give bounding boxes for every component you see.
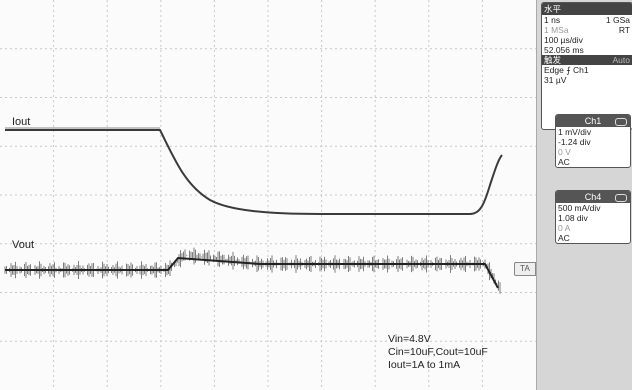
h-mode: RT [618, 25, 630, 35]
trigger-level: 31 µV [544, 75, 567, 85]
h-res: 1 ns [544, 15, 561, 25]
vout-label: Vout [12, 239, 35, 251]
trigger-type: Edge [544, 65, 564, 75]
condition-vin: Vin=4.8V [388, 333, 431, 345]
horizontal-settings[interactable]: 水平 1 ns 1 GSa 1 MSa RT 100 µs/div 52.056 m… [541, 2, 632, 130]
vout-trace [4, 247, 501, 294]
ch4-toggle-icon[interactable] [615, 194, 627, 202]
vout-center-line [5, 256, 499, 289]
ch1-offset-val: 0 V [558, 147, 571, 157]
ch1-coupling: AC [558, 157, 570, 167]
ch1-toggle-icon[interactable] [615, 118, 627, 126]
trigger-source: Ch1 [573, 65, 589, 75]
h-rate: 1 GSa [605, 15, 630, 25]
ch1-name: Ch1 [584, 116, 602, 126]
waveform-display: Iout Vout Vin=4.8V Cin=10uF,Cout=10uF Io… [0, 0, 536, 390]
ch4-offset-val: 0 A [558, 223, 571, 233]
waveform-graticule [0, 0, 536, 390]
ch1-offset-div: -1.24 div [558, 137, 591, 147]
channel-1-settings[interactable]: Ch1 1 mV/div -1.24 div 0 V AC [555, 114, 631, 168]
iout-trace [5, 129, 503, 215]
h-scale: 100 µs/div [544, 35, 583, 45]
ch4-offset-div: 1.08 div [558, 213, 588, 223]
ch4-scale: 500 mA/div [558, 203, 601, 213]
channel-4-settings[interactable]: Ch4 500 mA/div 1.08 div 0 A AC [555, 190, 631, 244]
h-position: 52.056 ms [544, 45, 584, 55]
condition-load: Iout=1A to 1mA [388, 359, 461, 371]
test-conditions: Vin=4.8V Cin=10uF,Cout=10uF Iout=1A to 1… [388, 333, 488, 372]
ch4-coupling: AC [558, 233, 570, 243]
trigger-level-marker[interactable]: TA [514, 262, 536, 276]
ch1-scale: 1 mV/div [558, 127, 592, 137]
ch4-name: Ch4 [584, 192, 602, 202]
iout-label: Iout [12, 116, 31, 128]
trigger-title: 触发 [544, 55, 562, 65]
condition-caps: Cin=10uF,Cout=10uF [388, 346, 488, 358]
rising-edge-icon: ⨍ [566, 65, 571, 75]
trigger-mode: Auto [612, 55, 631, 65]
horizontal-title: 水平 [542, 3, 632, 15]
settings-panel: 水平 1 ns 1 GSa 1 MSa RT 100 µs/div 52.056 m… [536, 0, 632, 390]
h-mem: 1 MSa [544, 25, 569, 35]
